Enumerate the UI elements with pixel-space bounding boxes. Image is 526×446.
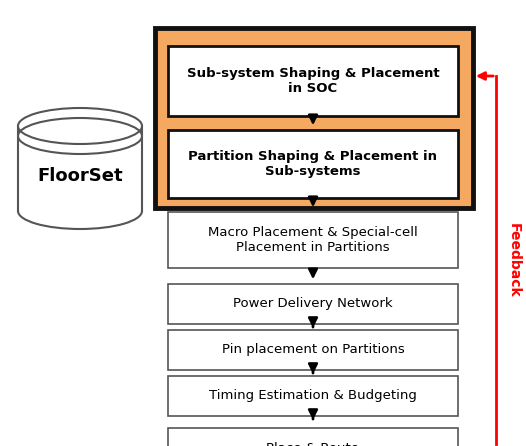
Text: Timing Estimation & Budgeting: Timing Estimation & Budgeting bbox=[209, 389, 417, 402]
Bar bbox=[155, 28, 473, 208]
Bar bbox=[168, 428, 458, 446]
Text: Power Delivery Network: Power Delivery Network bbox=[233, 297, 393, 310]
Bar bbox=[168, 376, 458, 416]
Bar bbox=[168, 46, 458, 116]
Text: Partition Shaping & Placement in
Sub-systems: Partition Shaping & Placement in Sub-sys… bbox=[188, 150, 438, 178]
Text: Feedback: Feedback bbox=[507, 223, 521, 297]
Ellipse shape bbox=[18, 108, 142, 144]
Bar bbox=[168, 330, 458, 370]
Bar bbox=[18, 126, 142, 211]
Bar bbox=[168, 284, 458, 324]
Text: Sub-system Shaping & Placement
in SOC: Sub-system Shaping & Placement in SOC bbox=[187, 67, 439, 95]
Bar bbox=[168, 212, 458, 268]
Text: FloorSet: FloorSet bbox=[37, 167, 123, 185]
Text: Pin placement on Partitions: Pin placement on Partitions bbox=[221, 343, 404, 356]
Bar bbox=[168, 130, 458, 198]
Text: Place & Route: Place & Route bbox=[267, 442, 359, 446]
Text: Macro Placement & Special-cell
Placement in Partitions: Macro Placement & Special-cell Placement… bbox=[208, 226, 418, 254]
